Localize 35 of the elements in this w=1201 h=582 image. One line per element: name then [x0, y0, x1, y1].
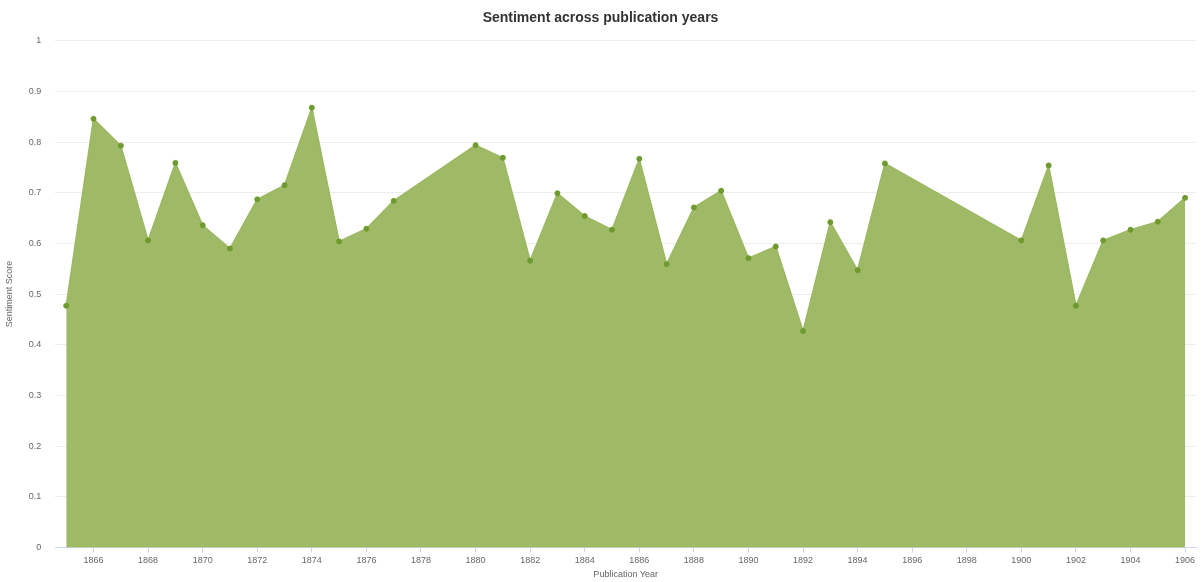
- y-tick-label: 0.8: [28, 136, 42, 147]
- y-tick-label: 0.7: [28, 187, 42, 198]
- x-tick-label: 1884: [574, 555, 595, 566]
- x-tick-label: 1892: [793, 555, 814, 566]
- x-tick-label: 1902: [1065, 555, 1086, 566]
- x-tick-label: 1900: [1011, 555, 1032, 566]
- x-tick-label: 1880: [465, 555, 486, 566]
- x-tick-label: 1868: [138, 555, 159, 566]
- x-tick-label: 1904: [1120, 555, 1141, 566]
- x-tick-label: 1898: [956, 555, 977, 566]
- x-axis-title: Publication Year: [593, 569, 658, 580]
- x-tick-label: 1870: [192, 555, 213, 566]
- x-tick-label: 1872: [247, 555, 268, 566]
- x-tick-label: 1878: [410, 555, 431, 566]
- x-tick-label: 1906: [1175, 555, 1196, 566]
- y-axis-title: Sentiment Score: [3, 260, 14, 328]
- y-tick-label: 0.1: [28, 491, 42, 502]
- x-tick-label: 1886: [629, 555, 650, 566]
- y-tick-label: 0.4: [28, 339, 42, 350]
- x-tick-label: 1894: [847, 555, 868, 566]
- x-tick-label: 1896: [902, 555, 923, 566]
- y-tick-label: 0: [36, 541, 42, 552]
- x-tick-label: 1874: [301, 555, 322, 566]
- y-tick-label: 0.6: [28, 237, 42, 248]
- y-tick-label: 0.3: [28, 389, 42, 400]
- x-tick-label: 1890: [738, 555, 759, 566]
- y-tick-label: 0.2: [28, 440, 42, 451]
- y-tick-label: 1: [36, 35, 42, 46]
- x-tick-label: 1882: [520, 555, 541, 566]
- chart-title: Sentiment across publication years: [482, 9, 719, 26]
- x-tick-label: 1888: [683, 555, 704, 566]
- x-tick-label: 1866: [83, 555, 104, 566]
- y-tick-label: 0.5: [28, 288, 42, 299]
- y-tick-label: 0.9: [28, 85, 42, 96]
- x-tick-label: 1876: [356, 555, 377, 566]
